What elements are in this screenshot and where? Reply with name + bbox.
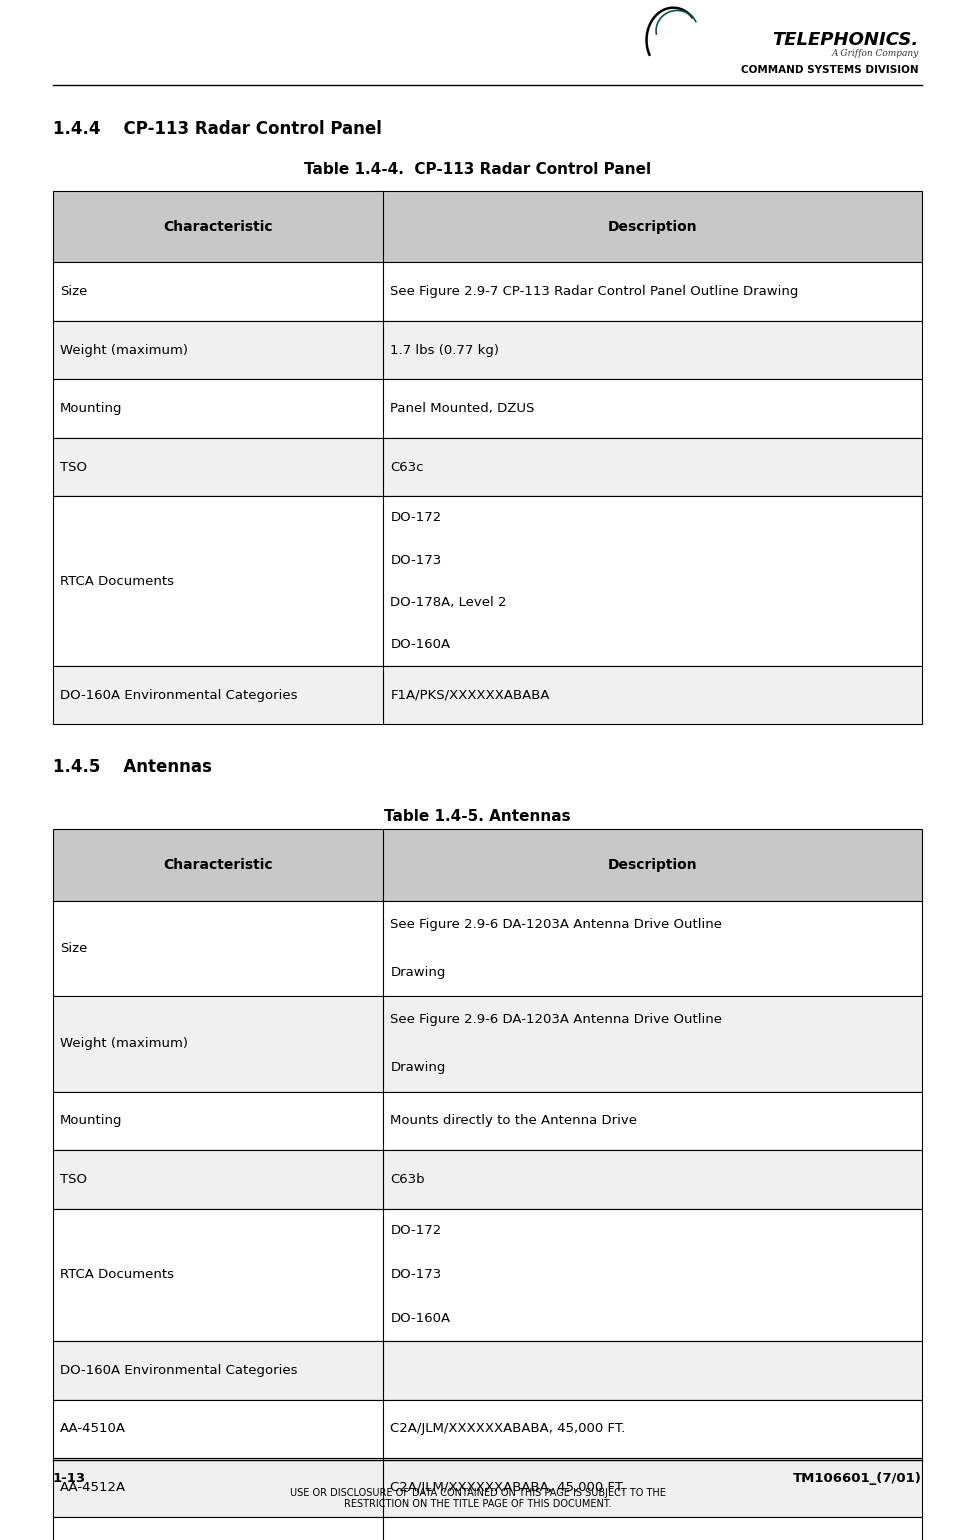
Bar [53, 1400, 922, 1458]
Text: DO-160A: DO-160A [391, 638, 451, 651]
Text: Size: Size [60, 285, 88, 299]
Bar [53, 1150, 922, 1209]
Bar [53, 1092, 922, 1150]
Text: DO-160A Environmental Categories: DO-160A Environmental Categories [60, 688, 298, 702]
Text: Size: Size [60, 942, 88, 955]
Text: RTCA Documents: RTCA Documents [60, 574, 174, 588]
Text: TSO: TSO [60, 1173, 87, 1186]
Bar [53, 1341, 922, 1400]
Bar [53, 320, 922, 379]
Text: TM106601_(7/01): TM106601_(7/01) [793, 1472, 922, 1485]
Bar [53, 996, 922, 1092]
Text: Drawing: Drawing [391, 966, 446, 979]
Text: DO-172: DO-172 [391, 1224, 441, 1237]
Bar [53, 829, 922, 901]
Bar [53, 437, 922, 496]
Text: 1.4.4    CP-113 Radar Control Panel: 1.4.4 CP-113 Radar Control Panel [53, 120, 381, 139]
Text: See Figure 2.9-6 DA-1203A Antenna Drive Outline: See Figure 2.9-6 DA-1203A Antenna Drive … [391, 1013, 722, 1027]
Text: A Griffon Company: A Griffon Company [832, 49, 919, 59]
Text: USE OR DISCLOSURE OF DATA CONTAINED ON THIS PAGE IS SUBJECT TO THE
RESTRICTION O: USE OR DISCLOSURE OF DATA CONTAINED ON T… [289, 1488, 666, 1509]
Bar [53, 665, 922, 724]
Text: DO-173: DO-173 [391, 553, 441, 567]
Bar [53, 262, 922, 320]
Text: RTCA Documents: RTCA Documents [60, 1269, 174, 1281]
Text: C63b: C63b [391, 1173, 425, 1186]
Bar [53, 1209, 922, 1341]
Text: C63c: C63c [391, 460, 424, 474]
Text: Mounting: Mounting [60, 402, 122, 416]
Bar [53, 1458, 922, 1517]
Text: Mounts directly to the Antenna Drive: Mounts directly to the Antenna Drive [391, 1115, 637, 1127]
Text: Mounting: Mounting [60, 1115, 122, 1127]
Text: 1-13: 1-13 [53, 1472, 86, 1485]
Bar [53, 1517, 922, 1540]
Bar [53, 901, 922, 996]
Text: TSO: TSO [60, 460, 87, 474]
Text: F1A/PKS/XXXXXXABABA: F1A/PKS/XXXXXXABABA [391, 688, 550, 702]
Text: COMMAND SYSTEMS DIVISION: COMMAND SYSTEMS DIVISION [741, 65, 919, 74]
Text: Description: Description [607, 858, 697, 872]
Text: 1.7 lbs (0.77 kg): 1.7 lbs (0.77 kg) [391, 343, 499, 357]
Text: DO-178A, Level 2: DO-178A, Level 2 [391, 596, 507, 608]
Text: 1.4.5    Antennas: 1.4.5 Antennas [53, 758, 211, 776]
Text: C2A/JLM/XXXXXXABABA, 45,000 FT.: C2A/JLM/XXXXXXABABA, 45,000 FT. [391, 1423, 626, 1435]
Text: See Figure 2.9-7 CP-113 Radar Control Panel Outline Drawing: See Figure 2.9-7 CP-113 Radar Control Pa… [391, 285, 798, 299]
Text: DO-173: DO-173 [391, 1269, 441, 1281]
Text: DO-160A Environmental Categories: DO-160A Environmental Categories [60, 1364, 298, 1377]
Text: Table 1.4-5. Antennas: Table 1.4-5. Antennas [384, 808, 571, 824]
Text: Weight (maximum): Weight (maximum) [60, 343, 188, 357]
Text: AA-4512A: AA-4512A [60, 1481, 126, 1494]
Text: TELEPHONICS.: TELEPHONICS. [773, 31, 919, 49]
Text: AA-4510A: AA-4510A [60, 1423, 126, 1435]
Text: Characteristic: Characteristic [163, 858, 272, 872]
Text: Drawing: Drawing [391, 1061, 446, 1075]
Bar [53, 496, 922, 665]
Text: Characteristic: Characteristic [163, 220, 272, 234]
Bar [53, 379, 922, 437]
Text: DO-172: DO-172 [391, 511, 441, 524]
Text: Panel Mounted, DZUS: Panel Mounted, DZUS [391, 402, 535, 416]
Text: See Figure 2.9-6 DA-1203A Antenna Drive Outline: See Figure 2.9-6 DA-1203A Antenna Drive … [391, 918, 722, 932]
Bar [53, 191, 922, 262]
Text: Table 1.4-4.  CP-113 Radar Control Panel: Table 1.4-4. CP-113 Radar Control Panel [304, 162, 651, 177]
Text: Weight (maximum): Weight (maximum) [60, 1038, 188, 1050]
Text: DO-160A: DO-160A [391, 1312, 451, 1326]
Text: C2A/JLM/XXXXXXABABA, 45,000 FT.: C2A/JLM/XXXXXXABABA, 45,000 FT. [391, 1481, 626, 1494]
Text: Description: Description [607, 220, 697, 234]
